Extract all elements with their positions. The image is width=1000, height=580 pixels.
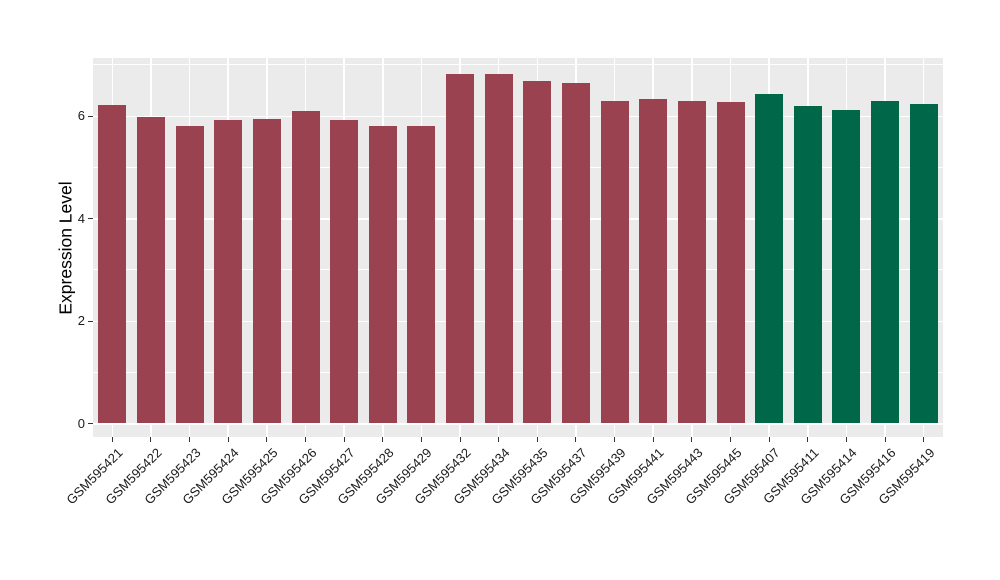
gridline-major xyxy=(93,218,943,220)
gridline-minor xyxy=(93,166,943,168)
x-tick-mark xyxy=(575,437,577,442)
x-tick-mark xyxy=(266,437,268,442)
bar xyxy=(871,100,900,424)
y-tick-label: 2 xyxy=(77,313,85,329)
x-tick-mark xyxy=(305,437,306,442)
gridline-minor xyxy=(93,269,943,271)
bar xyxy=(175,126,204,424)
bar xyxy=(136,117,165,424)
bar xyxy=(639,98,668,424)
y-axis-title: Expression Level xyxy=(55,181,76,315)
bar xyxy=(909,103,938,424)
y-tick-mark xyxy=(88,320,93,322)
bar xyxy=(677,100,706,424)
bar xyxy=(716,102,745,424)
y-tick-label: 4 xyxy=(77,210,85,226)
plot-panel xyxy=(93,58,943,437)
bar xyxy=(755,93,784,424)
y-tick-mark xyxy=(88,218,93,220)
gridline-minor xyxy=(93,64,943,66)
bar xyxy=(291,110,320,424)
x-tick-mark xyxy=(111,437,113,442)
bar xyxy=(561,82,590,424)
bar xyxy=(793,106,822,424)
x-tick-mark xyxy=(189,437,191,442)
bar xyxy=(600,100,629,424)
bar xyxy=(523,80,552,424)
bar xyxy=(214,120,243,424)
gridline-major xyxy=(93,320,943,323)
x-tick-mark xyxy=(845,437,847,442)
bar xyxy=(407,125,436,424)
bar xyxy=(330,120,359,424)
x-tick-mark xyxy=(459,437,461,442)
gridline-minor xyxy=(93,372,943,373)
bar xyxy=(368,125,397,424)
x-tick-mark xyxy=(343,437,345,442)
x-tick-mark xyxy=(382,437,384,442)
bar xyxy=(832,109,861,424)
x-tick-mark xyxy=(923,437,925,442)
y-tick-mark xyxy=(88,115,93,117)
y-tick-label: 0 xyxy=(77,415,85,431)
x-tick-mark xyxy=(884,437,886,442)
x-tick-mark xyxy=(420,437,422,442)
y-tick-label: 6 xyxy=(77,108,85,124)
x-tick-mark xyxy=(652,437,654,442)
bar xyxy=(446,74,475,424)
x-tick-mark xyxy=(227,437,229,442)
bar xyxy=(98,104,127,424)
x-tick-mark xyxy=(730,437,731,442)
bar xyxy=(252,119,281,424)
x-tick-mark xyxy=(768,437,770,442)
gridline-major xyxy=(93,115,943,118)
x-tick-mark xyxy=(807,437,809,442)
x-tick-mark xyxy=(498,437,500,442)
x-tick-mark xyxy=(614,437,616,442)
x-tick-mark xyxy=(150,437,152,442)
bar xyxy=(484,73,513,424)
x-tick-mark xyxy=(691,437,693,442)
x-tick-mark xyxy=(536,437,538,442)
gridline-major xyxy=(93,423,943,425)
y-tick-mark xyxy=(88,423,93,425)
